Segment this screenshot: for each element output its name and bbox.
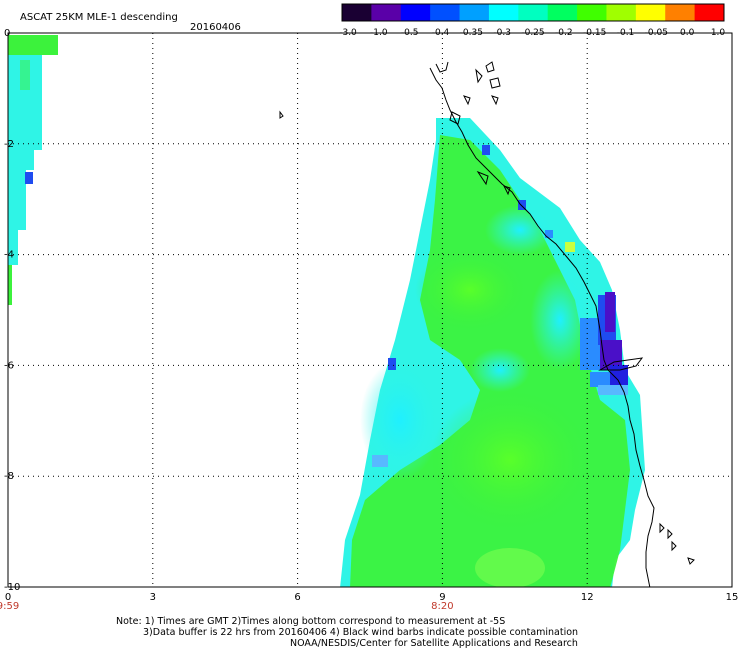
axis-labels: 0 3 6 9 12 15 0 -2 -4 -6 -8 -10 9:59 8:20 bbox=[0, 28, 738, 612]
x-tick-label: 0 bbox=[5, 592, 11, 603]
colorbar-segment bbox=[488, 4, 519, 21]
main-swath bbox=[340, 118, 645, 587]
colorbar-segment bbox=[342, 4, 372, 21]
colorbar-segment bbox=[606, 4, 637, 21]
note-line-1: Note: 1) Times are GMT 2)Times along bot… bbox=[116, 616, 506, 627]
colorbar-segment bbox=[694, 4, 725, 21]
y-tick-label: -10 bbox=[4, 582, 20, 593]
map-title: ASCAT 25KM MLE-1 descending bbox=[20, 12, 178, 23]
left-swath-strip bbox=[8, 35, 58, 305]
time-label: 8:20 bbox=[431, 601, 453, 612]
colorbar-segment bbox=[635, 4, 666, 21]
y-tick-label: 0 bbox=[4, 28, 10, 39]
time-label: 9:59 bbox=[0, 601, 19, 612]
colorbar-segment bbox=[430, 4, 461, 21]
map-date: 20160406 bbox=[190, 22, 241, 33]
x-tick-label: 15 bbox=[726, 592, 739, 603]
map-grid bbox=[8, 33, 732, 587]
note-line-3: NOAA/NESDIS/Center for Satellite Applica… bbox=[290, 638, 578, 649]
x-tick-label: 6 bbox=[294, 592, 300, 603]
colorbar-segment bbox=[547, 4, 578, 21]
y-tick-label: -4 bbox=[4, 250, 14, 261]
map-plot-area bbox=[7, 32, 733, 588]
colorbar-segment bbox=[665, 4, 696, 21]
x-tick-label: 12 bbox=[581, 592, 594, 603]
colorbar-segment bbox=[459, 4, 490, 21]
colorbar-segment bbox=[577, 4, 607, 21]
y-tick-label: -2 bbox=[4, 139, 14, 150]
coastline bbox=[279, 61, 695, 587]
y-tick-label: -8 bbox=[4, 471, 14, 482]
colorbar-segment bbox=[371, 4, 402, 21]
colorbar-segment bbox=[518, 4, 549, 21]
x-tick-label: 3 bbox=[150, 592, 156, 603]
note-line-2: 3)Data buffer is 22 hrs from 20160406 4)… bbox=[143, 627, 579, 638]
colorbar-segment bbox=[400, 4, 431, 21]
x-tick-label: 9 bbox=[439, 592, 445, 603]
y-tick-label: -6 bbox=[4, 360, 14, 371]
